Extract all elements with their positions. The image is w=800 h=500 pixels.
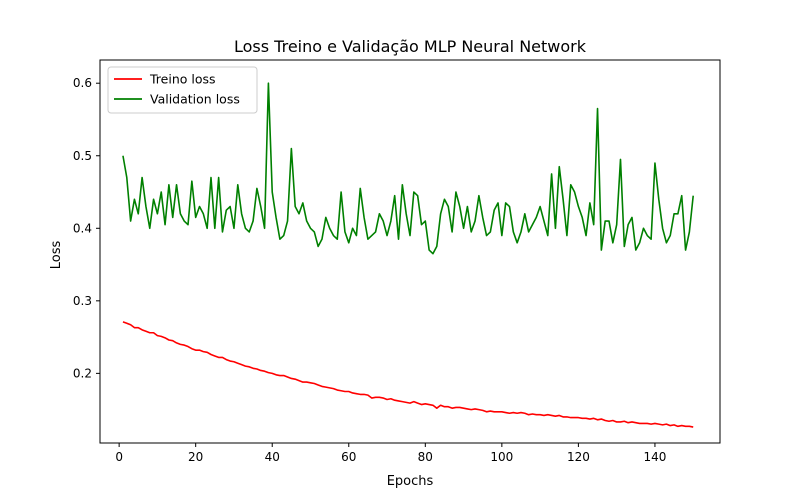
x-tick-label: 120: [567, 450, 590, 464]
x-axis: 0 20 40 60 80 100 120 140: [115, 443, 666, 464]
y-tick-label: 0.5: [73, 149, 92, 163]
legend-label-validation-loss: Validation loss: [150, 92, 240, 107]
series-line-treino-loss: [122, 321, 694, 428]
x-tick-label: 0: [115, 450, 123, 464]
x-tick-label: 40: [265, 450, 280, 464]
series-layer: [122, 82, 695, 428]
x-tick-label: 20: [188, 450, 203, 464]
legend-box: [107, 66, 258, 114]
y-tick-label: 0.6: [73, 76, 92, 90]
y-tick-label: 0.4: [73, 221, 92, 235]
series-line-validation-loss: [122, 82, 695, 255]
chart-title: Loss Treino e Validação MLP Neural Netwo…: [234, 37, 587, 56]
y-axis-label: Loss: [49, 241, 64, 270]
plot-frame: [99, 59, 721, 444]
x-axis-label: Epochs: [387, 474, 434, 489]
x-tick-label: 100: [490, 450, 513, 464]
y-axis: 0.2 0.3 0.4 0.5 0.6: [73, 76, 100, 380]
legend-label-treino-loss: Treino loss: [149, 72, 216, 87]
x-tick-label: 60: [341, 450, 356, 464]
x-tick-label: 140: [643, 450, 666, 464]
y-tick-label: 0.3: [73, 294, 92, 308]
legend: Treino loss Validation loss: [107, 66, 258, 114]
y-tick-label: 0.2: [73, 366, 92, 380]
x-tick-label: 80: [418, 450, 433, 464]
